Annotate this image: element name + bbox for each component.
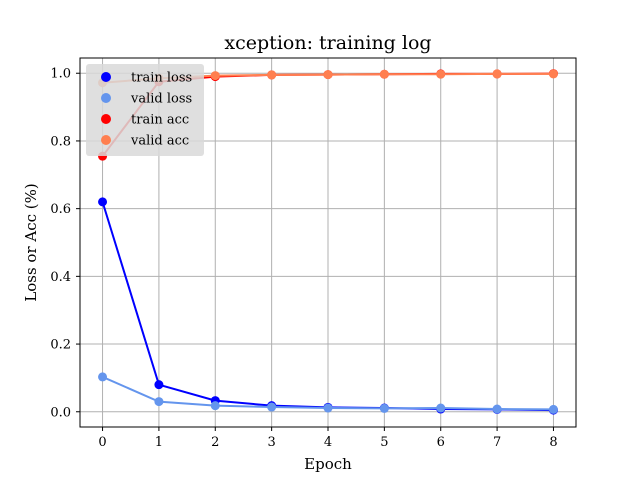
data-point xyxy=(492,404,502,414)
data-point xyxy=(323,70,333,80)
grid-lines xyxy=(80,58,576,427)
data-point xyxy=(379,69,389,79)
data-point xyxy=(210,401,220,411)
legend-marker xyxy=(101,93,111,103)
y-axis-label: Loss or Acc (%) xyxy=(22,183,40,301)
y-tick-label: 0.0 xyxy=(50,405,71,420)
y-tick-label: 1.0 xyxy=(50,67,71,82)
legend-label: valid acc xyxy=(130,134,189,149)
legend-marker xyxy=(101,135,111,145)
data-point xyxy=(379,403,389,413)
data-point xyxy=(548,69,558,79)
x-axis-label: Epoch xyxy=(304,455,352,473)
legend-marker xyxy=(101,114,111,124)
data-point xyxy=(548,404,558,414)
x-tick-label: 4 xyxy=(324,435,332,450)
data-point xyxy=(436,69,446,79)
data-point xyxy=(98,197,108,207)
y-tick-label: 0.8 xyxy=(50,134,71,149)
legend-label: train acc xyxy=(131,113,189,128)
x-tick-label: 2 xyxy=(211,435,219,450)
legend-label: valid loss xyxy=(130,92,192,107)
data-point xyxy=(154,380,164,390)
data-point xyxy=(436,403,446,413)
y-tick-label: 0.4 xyxy=(50,270,71,285)
legend-box xyxy=(86,64,204,156)
x-tick-label: 5 xyxy=(380,435,388,450)
legend-marker xyxy=(101,72,111,82)
y-tick-label: 0.6 xyxy=(50,202,71,217)
x-tick-label: 1 xyxy=(155,435,163,450)
y-tick-label: 0.2 xyxy=(50,338,71,353)
data-point xyxy=(98,372,108,382)
data-point xyxy=(267,402,277,412)
x-tick-label: 0 xyxy=(98,435,106,450)
data-point xyxy=(154,397,164,407)
axis-ticks: 0 1 2 3 4 5 6 7 8 0.0 0.2 0.4 0.6 0.8 1.0 xyxy=(50,67,557,450)
x-tick-label: 7 xyxy=(493,435,501,450)
data-point xyxy=(492,69,502,79)
series-valid-loss xyxy=(98,372,558,414)
data-point xyxy=(210,71,220,81)
x-tick-label: 8 xyxy=(549,435,557,450)
legend: train loss valid loss train acc valid acc xyxy=(86,64,204,156)
x-tick-label: 3 xyxy=(267,435,275,450)
x-tick-label: 6 xyxy=(437,435,445,450)
data-point xyxy=(267,70,277,80)
chart-title: xception: training log xyxy=(224,32,431,54)
legend-label: train loss xyxy=(131,71,192,86)
data-point xyxy=(323,403,333,413)
